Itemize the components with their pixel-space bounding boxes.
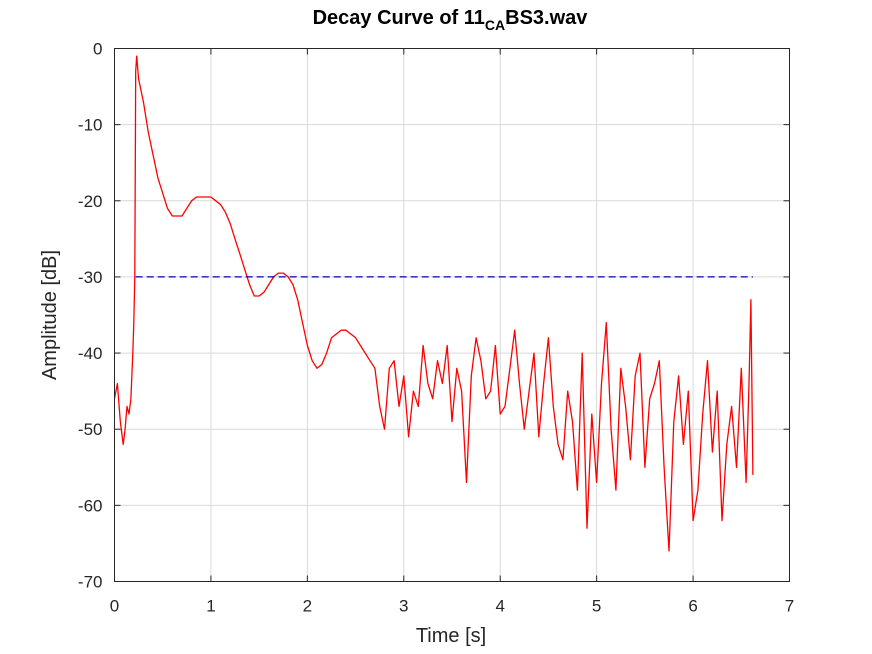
x-tick-label: 4 — [495, 597, 504, 616]
decay-curve-line — [113, 55, 754, 552]
chart-title-end: BS3.wav — [505, 7, 588, 29]
y-tick-label: -40 — [78, 344, 103, 363]
y-axis-label: Amplitude [dB] — [39, 250, 61, 380]
y-tick-label: -50 — [78, 420, 103, 439]
y-tick-label: -70 — [78, 573, 103, 592]
chart-title-main: Decay Curve of 11 — [313, 7, 485, 29]
x-tick-label: 2 — [303, 597, 312, 616]
y-tick-labels: 0 -10 -20 -30 -40 -50 -60 -70 — [78, 40, 103, 592]
x-tick-label: 7 — [785, 597, 794, 616]
y-tick-label: -60 — [78, 496, 103, 515]
chart-title: Decay Curve of 11CABS3.wav — [313, 7, 589, 33]
plot-frame — [114, 48, 790, 582]
x-axis-label: Time [s] — [416, 625, 486, 647]
y-tick-label: -10 — [78, 116, 103, 135]
plot-series — [113, 55, 754, 552]
chart-title-subscript: CA — [485, 17, 505, 33]
y-tick-label: -20 — [78, 192, 103, 211]
x-tick-labels: 0 1 2 3 4 5 6 7 — [110, 597, 794, 616]
y-tick-label: 0 — [93, 40, 102, 59]
x-tick-label: 1 — [206, 597, 215, 616]
x-tick-label: 0 — [110, 597, 119, 616]
x-tick-label: 6 — [688, 597, 697, 616]
x-tick-label: 5 — [592, 597, 601, 616]
x-tick-label: 3 — [399, 597, 408, 616]
y-tick-label: -30 — [78, 268, 103, 287]
